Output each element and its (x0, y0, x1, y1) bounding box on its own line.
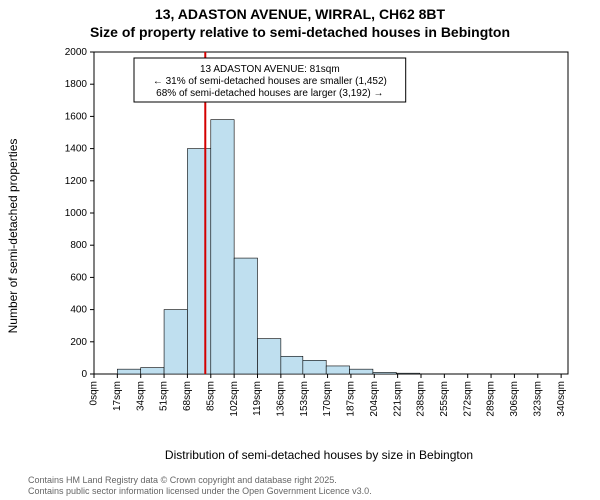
y-axis-label: Number of semi-detached properties (6, 46, 22, 426)
y-tick-label: 1000 (65, 208, 88, 219)
histogram-bar (234, 258, 257, 374)
chart-plot-area: 0 200 400 600 800 1000 1200 1400 1600 1800 2000 0sq… (64, 46, 574, 426)
histogram-bar (350, 369, 373, 374)
x-tick-label: 34sqm (135, 381, 146, 411)
y-tick-label: 800 (70, 240, 87, 251)
histogram-bar (326, 366, 349, 374)
histogram-bar (373, 372, 396, 374)
x-tick-label: 85sqm (205, 381, 216, 411)
x-tick-label: 221sqm (392, 381, 403, 417)
x-tick-label: 340sqm (556, 381, 567, 417)
x-tick-label: 204sqm (369, 381, 380, 417)
y-tick-label: 200 (70, 337, 87, 348)
y-tick-label: 1200 (65, 176, 88, 187)
footer-line-2: Contains public sector information licen… (28, 486, 372, 496)
x-tick-label: 51sqm (159, 381, 170, 411)
x-axis-label: Distribution of semi-detached houses by … (64, 448, 574, 462)
annotation-line: ← 31% of semi-detached houses are smalle… (153, 76, 387, 87)
x-tick-label: 187sqm (346, 381, 357, 417)
x-tick-label: 153sqm (299, 381, 310, 417)
chart-title: 13, ADASTON AVENUE, WIRRAL, CH62 8BT (0, 6, 600, 22)
annotation-line: 13 ADASTON AVENUE: 81sqm (200, 64, 340, 75)
x-tick-label: 289sqm (486, 381, 497, 417)
x-tick-label: 238sqm (416, 381, 427, 417)
footer-line-1: Contains HM Land Registry data © Crown c… (28, 475, 372, 485)
histogram-bar (141, 368, 164, 374)
y-tick-label: 1800 (65, 79, 88, 90)
histogram-bar (281, 356, 303, 374)
histogram-svg: 0 200 400 600 800 1000 1200 1400 1600 1800 2000 0sq… (64, 46, 574, 426)
y-tick-label: 400 (70, 305, 87, 316)
x-tick-label: 119sqm (252, 381, 263, 416)
x-tick-label: 170sqm (322, 381, 333, 417)
annotation-line: 68% of semi-detached houses are larger (… (156, 88, 383, 99)
chart-subtitle: Size of property relative to semi-detach… (0, 24, 600, 40)
x-tick-label: 68sqm (182, 381, 193, 411)
histogram-bar (164, 310, 187, 374)
x-tick-label: 323sqm (532, 381, 543, 417)
histogram-bar (187, 149, 210, 374)
chart-footer: Contains HM Land Registry data © Crown c… (28, 475, 372, 496)
y-tick-label: 0 (81, 369, 87, 380)
x-tick-label: 272sqm (462, 381, 473, 417)
x-tick-label: 255sqm (439, 381, 450, 417)
y-tick-label: 1400 (65, 144, 88, 155)
histogram-bar (396, 373, 419, 374)
x-tick-label: 102sqm (229, 381, 240, 417)
y-tick-label: 600 (70, 272, 87, 283)
x-tick-label: 136sqm (275, 381, 286, 417)
histogram-bar (211, 120, 234, 374)
histogram-bar (257, 339, 280, 374)
histogram-bar (117, 369, 140, 374)
y-tick-label: 1600 (65, 111, 88, 122)
y-tick-label: 2000 (65, 47, 88, 58)
x-tick-label: 17sqm (112, 381, 123, 411)
x-tick-label: 306sqm (509, 381, 520, 417)
x-tick-label: 0sqm (89, 381, 100, 405)
histogram-bar (303, 360, 326, 374)
